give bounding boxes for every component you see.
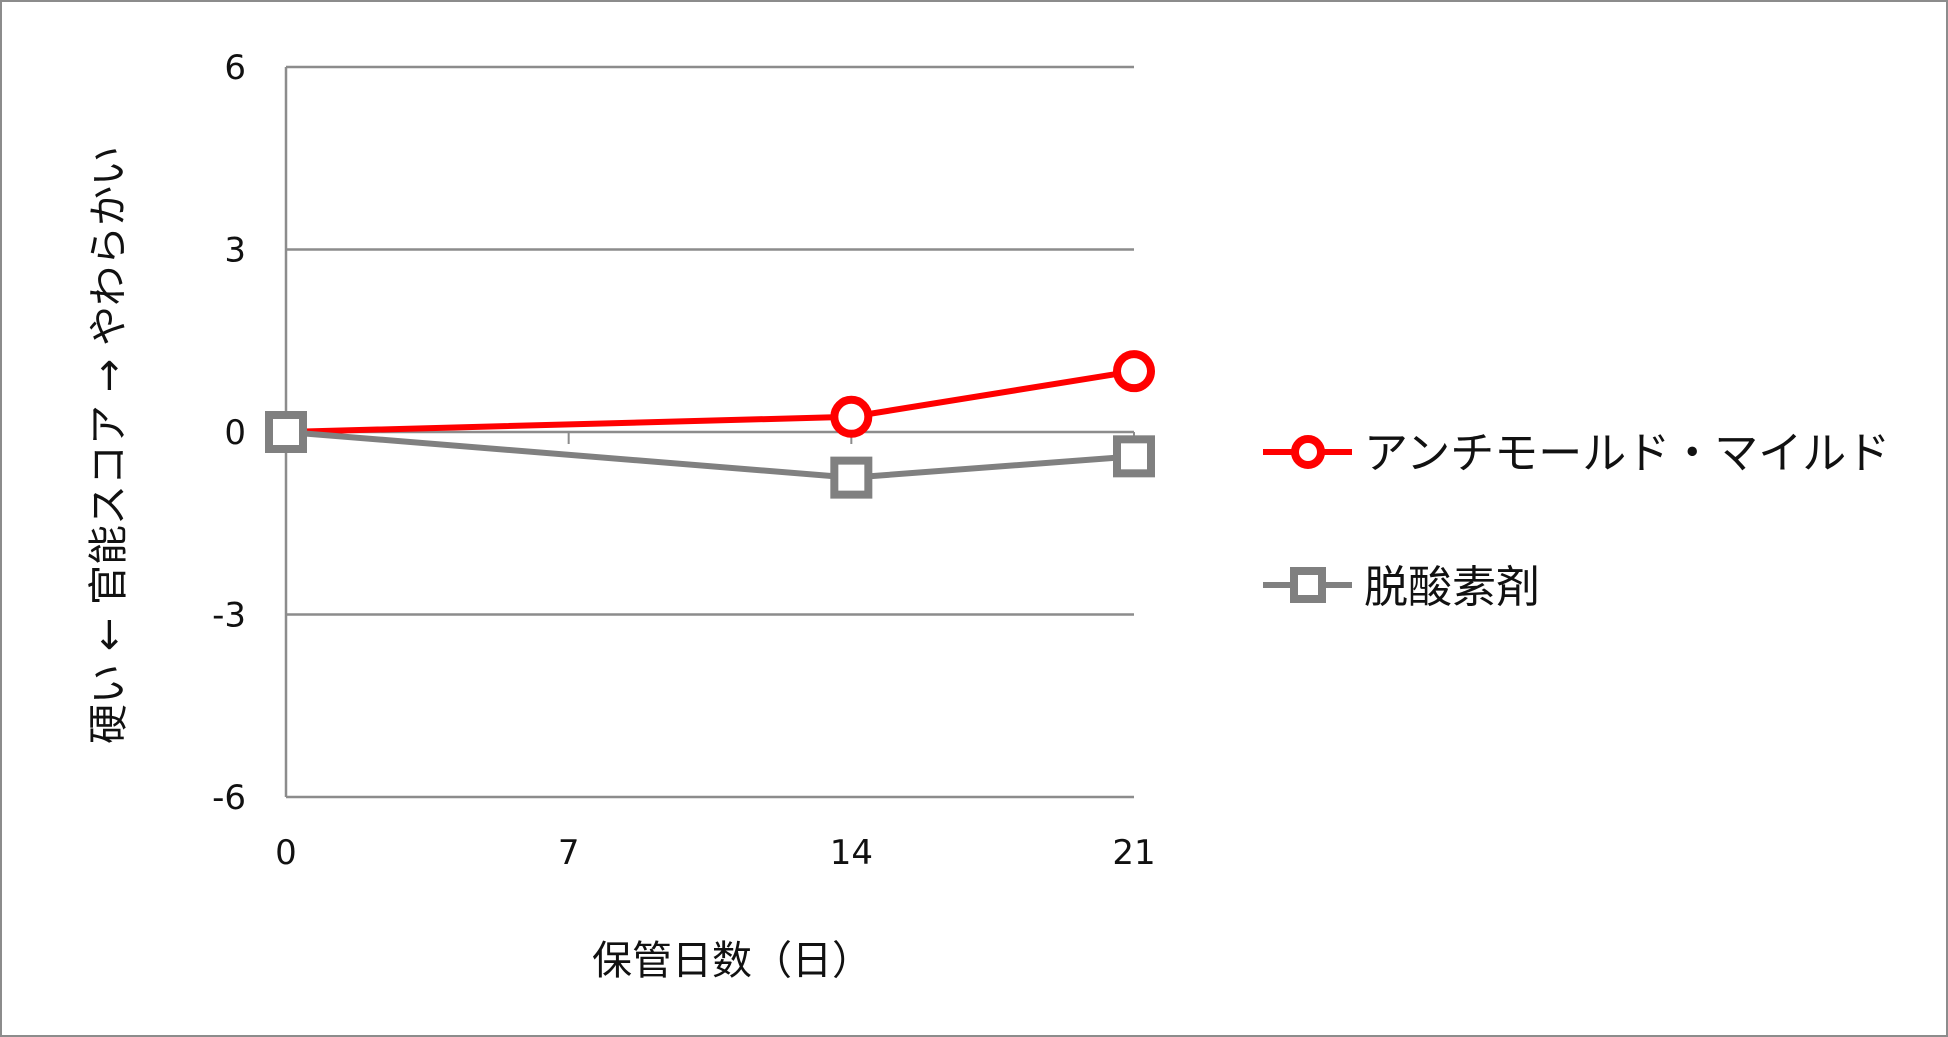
- x-tick-label: 14: [830, 833, 873, 873]
- legend-item-oxygen-absorber: 脱酸素剤: [1263, 562, 1540, 613]
- data-point-square: [265, 411, 307, 453]
- data-point-square: [1113, 435, 1155, 478]
- x-tick-label: 7: [558, 833, 580, 873]
- legend-item-anti-mold-mild: アンチモールド・マイルド: [1263, 428, 1890, 479]
- y-tick-label: -3: [212, 596, 246, 636]
- y-axis-title: 硬い ← 官能スコア → やわらかい: [86, 146, 132, 744]
- tick-labels: 6 3 0 -3 -6 0 7 14 21: [212, 48, 1156, 873]
- x-tick-label: 0: [275, 833, 297, 873]
- data-point-square: [830, 456, 873, 499]
- x-tick-label: 21: [1112, 833, 1155, 873]
- legend-marker-circle-icon: [1291, 435, 1325, 469]
- y-tick-label: 6: [224, 48, 246, 88]
- y-tick-label: 0: [224, 413, 246, 453]
- legend-label-anti-mold-mild: アンチモールド・マイルド: [1364, 428, 1890, 479]
- x-axis-title: 保管日数（日）: [592, 938, 872, 984]
- legend-label-oxygen-absorber: 脱酸素剤: [1364, 562, 1540, 613]
- y-tick-label: -6: [212, 778, 246, 818]
- legend-marker-square-icon: [1290, 567, 1326, 603]
- series-line-0: [285, 368, 1135, 435]
- data-point-circle: [830, 395, 873, 438]
- legend: アンチモールド・マイルド 脱酸素剤: [1263, 428, 1890, 613]
- gridlines: [286, 65, 1134, 799]
- series-layer: [265, 350, 1155, 499]
- data-point-circle: [1113, 350, 1155, 393]
- y-tick-label: 3: [224, 231, 246, 271]
- series-line-1: [285, 429, 1135, 481]
